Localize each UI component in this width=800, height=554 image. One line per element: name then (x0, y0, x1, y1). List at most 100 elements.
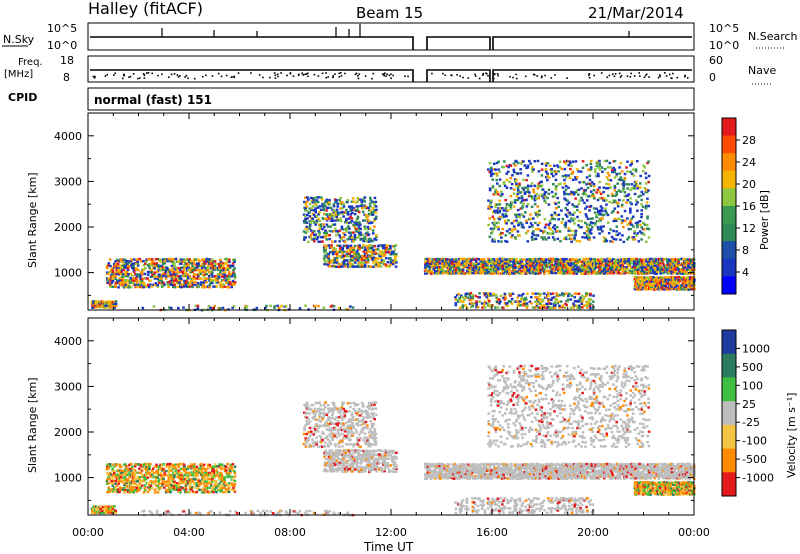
power-cell (308, 203, 312, 206)
power-cell (563, 257, 567, 261)
power-cell (609, 228, 612, 231)
power-cell (553, 217, 557, 221)
power-cell (349, 264, 353, 268)
power-cell (649, 263, 653, 267)
power-cell (186, 275, 190, 278)
power-cell (384, 264, 388, 268)
power-cell (568, 213, 572, 216)
nsky-frame (87, 22, 695, 51)
power-cell (605, 239, 609, 243)
power-cell (375, 215, 378, 218)
power-cell (192, 268, 196, 271)
power-cell (642, 272, 646, 275)
power-cell (364, 215, 368, 218)
power-cell (599, 205, 603, 208)
power-cell (329, 225, 333, 228)
power-cell (167, 275, 171, 278)
power-cell (640, 212, 643, 216)
power-cell (569, 229, 573, 232)
power-cell (199, 277, 203, 281)
velocity-cell (112, 463, 116, 466)
power-cell (498, 218, 502, 221)
power-cell (659, 272, 662, 275)
power-cell (357, 227, 361, 230)
power-cell (526, 186, 529, 189)
power-cell (373, 252, 377, 256)
velocity-cell (115, 473, 119, 476)
power-cell (612, 237, 616, 241)
velocity-cell (160, 463, 164, 466)
power-cell (494, 269, 497, 273)
velocity-cell (114, 479, 118, 483)
velocity-cell (125, 477, 128, 481)
power-cell (154, 258, 158, 261)
power-cell (356, 209, 360, 212)
power-cell (646, 280, 649, 283)
power-cell (371, 248, 374, 251)
power-cell (365, 240, 368, 243)
power-cell (484, 272, 487, 275)
power-cell (454, 267, 458, 271)
velocity-cell (160, 467, 164, 471)
power-cell (681, 270, 685, 273)
power-cell (231, 262, 235, 265)
nave-point (325, 76, 327, 79)
power-cell (464, 265, 468, 269)
velocity-cell (156, 471, 160, 474)
power-cell (103, 306, 107, 309)
power-cell (425, 262, 429, 265)
power-cell (454, 272, 458, 275)
power-cell (196, 304, 200, 308)
power-cell (220, 266, 224, 270)
power-cell (363, 225, 367, 228)
power-cell (549, 306, 553, 309)
power-cell (512, 205, 516, 208)
power-cell (536, 298, 539, 301)
power-cell (572, 268, 576, 271)
power-cell (492, 258, 496, 261)
velocity-cell (129, 486, 133, 490)
power-cell (213, 265, 217, 268)
power-cell (393, 259, 396, 262)
power-cell (468, 257, 472, 261)
power-cell (581, 236, 584, 239)
power-cell (497, 272, 500, 275)
power-cell (426, 269, 430, 273)
velocity-cell (115, 463, 119, 466)
power-cell (222, 262, 225, 265)
power-cell (630, 217, 634, 220)
power-cell (454, 302, 458, 305)
power-cell (631, 215, 635, 218)
power-cell (474, 262, 478, 265)
power-cell (541, 188, 545, 191)
power-cell (217, 275, 221, 278)
power-cell (554, 172, 558, 176)
power-cell (482, 304, 486, 307)
power-cell (538, 221, 541, 225)
power-cell (629, 188, 632, 192)
power-cell (474, 260, 478, 263)
power-cell (513, 262, 517, 265)
power-cell (222, 264, 225, 268)
nave-point (390, 77, 392, 80)
power-cell (564, 174, 567, 177)
power-cell (643, 276, 647, 279)
power-cell (623, 209, 627, 213)
power-cell (543, 272, 546, 275)
power-cell (524, 298, 528, 301)
power-cell (541, 231, 545, 235)
power-cell (559, 182, 562, 186)
power-cell (508, 180, 511, 184)
power-cell (620, 258, 623, 261)
velocity-cell (167, 477, 171, 480)
power-cell (533, 268, 537, 271)
power-cell (473, 267, 476, 271)
power-cell (580, 294, 584, 298)
power-cell (585, 265, 588, 269)
power-cell (505, 229, 509, 233)
power-cell (470, 305, 473, 309)
nave-point (301, 72, 303, 75)
power-cell (581, 199, 584, 202)
velocity-cell (110, 488, 113, 491)
power-cell (521, 199, 524, 202)
